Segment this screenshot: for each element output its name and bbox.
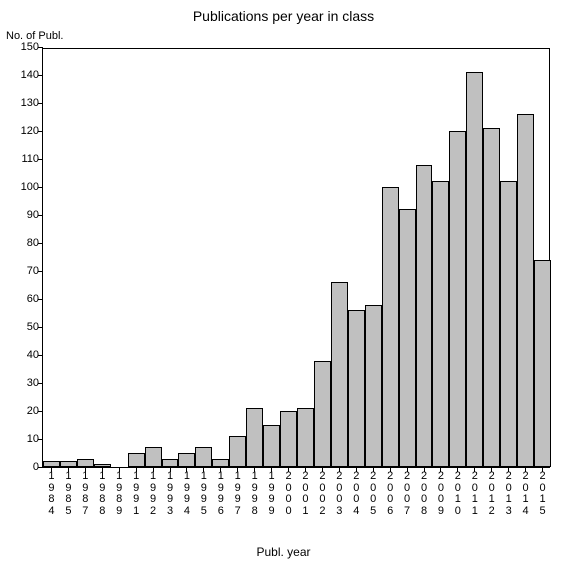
bar (416, 165, 433, 467)
bar (517, 114, 534, 467)
xtick-label: 2006 (383, 471, 397, 517)
xtick-label: 1985 (61, 471, 75, 517)
xtick-label: 2000 (282, 471, 296, 517)
ytick-label: 30 (27, 377, 39, 389)
bar (229, 436, 246, 467)
xtick-label: 1994 (180, 471, 194, 517)
xtick-label: 2003 (332, 471, 346, 517)
xtick-label: 2011 (468, 471, 482, 517)
ytick-label: 60 (27, 293, 39, 305)
bar (382, 187, 399, 467)
ytick-label: 70 (27, 265, 39, 277)
x-axis-label: Publ. year (0, 545, 567, 559)
bar (483, 128, 500, 467)
bar (348, 310, 365, 467)
xtick-label: 1984 (44, 471, 58, 517)
ytick-label: 0 (33, 461, 39, 473)
bar (534, 260, 551, 467)
chart-container: Publications per year in class No. of Pu… (0, 0, 567, 567)
ytick-label: 80 (27, 237, 39, 249)
ytick-label: 50 (27, 321, 39, 333)
xtick-label: 2005 (366, 471, 380, 517)
xtick-label: 1991 (129, 471, 143, 517)
bar (449, 131, 466, 467)
ytick-label: 10 (27, 433, 39, 445)
ytick-label: 100 (21, 181, 39, 193)
xtick-label: 1993 (163, 471, 177, 517)
ytick-label: 120 (21, 125, 39, 137)
plot-area: 0102030405060708090100110120130140150198… (42, 48, 550, 468)
xtick-label: 2012 (485, 471, 499, 517)
xtick-label: 2002 (315, 471, 329, 517)
xtick-label: 1987 (78, 471, 92, 517)
bar (246, 408, 263, 467)
bar (280, 411, 297, 467)
bar (365, 305, 382, 467)
bar (212, 459, 229, 467)
xtick-label: 2015 (536, 471, 550, 517)
ytick-label: 110 (21, 153, 39, 165)
ytick-label: 20 (27, 405, 39, 417)
ytick-label: 90 (27, 209, 39, 221)
bar (314, 361, 331, 467)
ytick-label: 140 (21, 69, 39, 81)
bar (500, 181, 517, 467)
xtick-label: 1995 (197, 471, 211, 517)
xtick-label: 1996 (214, 471, 228, 517)
xtick-label: 1997 (231, 471, 245, 517)
bar (263, 425, 280, 467)
xtick-label: 2010 (451, 471, 465, 517)
xtick-label: 2007 (400, 471, 414, 517)
bar (331, 282, 348, 467)
bar (178, 453, 195, 467)
xtick-label: 2001 (298, 471, 312, 517)
xtick-label: 1992 (146, 471, 160, 517)
bar (195, 447, 212, 467)
bar (145, 447, 162, 467)
xtick-label: 1988 (95, 471, 109, 517)
xtick-label: 1998 (248, 471, 262, 517)
ytick-label: 150 (21, 41, 39, 53)
xtick-label: 2014 (519, 471, 533, 517)
bar (77, 459, 94, 467)
xtick-label: 2008 (417, 471, 431, 517)
bar (432, 181, 449, 467)
xtick-label: 1989 (112, 471, 126, 517)
xtick-label: 2004 (349, 471, 363, 517)
bar (399, 209, 416, 467)
xtick-label: 2013 (502, 471, 516, 517)
bar (297, 408, 314, 467)
ytick-label: 40 (27, 349, 39, 361)
bar (162, 459, 179, 467)
xtick-label: 2009 (434, 471, 448, 517)
chart-title: Publications per year in class (0, 8, 567, 24)
ytick-label: 130 (21, 97, 39, 109)
bar (128, 453, 145, 467)
bar (466, 72, 483, 467)
xtick-label: 1999 (265, 471, 279, 517)
